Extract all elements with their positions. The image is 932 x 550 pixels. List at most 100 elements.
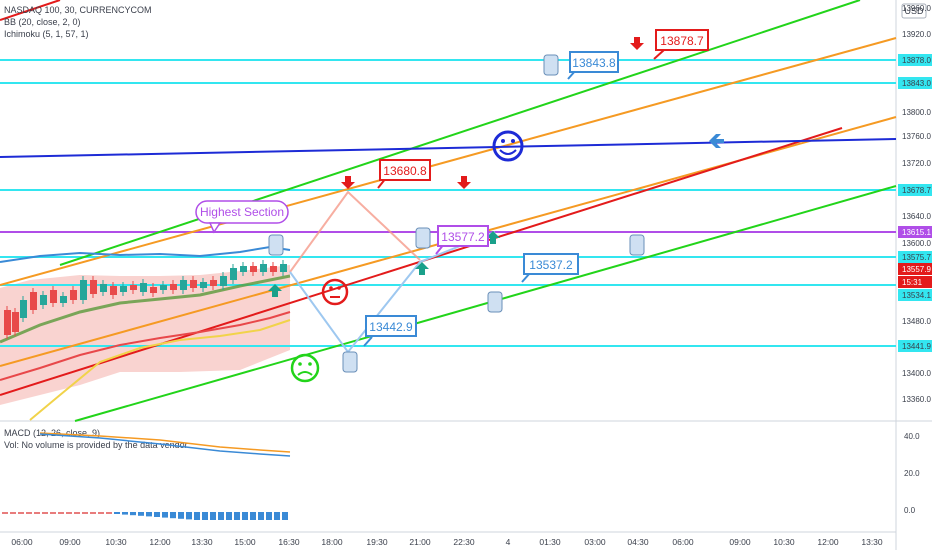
blue-trendline[interactable]: [0, 138, 897, 158]
callout-13843[interactable]: 13843.8: [569, 51, 619, 73]
candle-body: [4, 310, 11, 335]
ma-red: [0, 311, 291, 381]
time-tick-label: 04:30: [627, 537, 649, 547]
callout-13680[interactable]: 13680.8: [379, 159, 431, 181]
highest-section-bubble[interactable]: Highest Section: [195, 200, 289, 234]
bb-legend[interactable]: BB (20, close, 2, 0): [4, 17, 81, 27]
macd-bar: [202, 512, 208, 520]
currency-badge[interactable]: USD: [901, 3, 927, 19]
candle-body: [80, 280, 87, 300]
price-tag: [898, 226, 932, 238]
candle-body: [20, 300, 27, 318]
callout-label: 13680.8: [383, 164, 427, 178]
candle-body: [50, 290, 57, 303]
symbol-title[interactable]: NASDAQ 100, 30, CURRENCYCOM: [4, 5, 152, 15]
time-axis[interactable]: 06:00 09:00 10:30 12:00 13:30 15:00 16:30 18:00…: [11, 537, 883, 547]
price-tag: [898, 289, 932, 301]
callout-13577[interactable]: 13577.2: [437, 225, 489, 247]
sad-face-icon: [290, 353, 320, 383]
macd-bar: [242, 512, 248, 520]
time-tick-label: 19:30: [366, 537, 388, 547]
candle-body: [230, 268, 237, 280]
price-tick-label: 13600.0: [902, 239, 931, 248]
ma-yellow: [29, 319, 291, 421]
macd-bar: [258, 512, 264, 520]
macd-bar: [10, 512, 16, 514]
candle-body: [260, 264, 267, 272]
candle-body: [30, 292, 37, 310]
blue-left-arrow: [709, 134, 724, 148]
price-tick-label: 13920.0: [902, 30, 931, 39]
macd-bar: [98, 512, 104, 514]
macd-tick-label: 20.0: [904, 469, 920, 478]
macd-tick-label: 0.0: [904, 506, 916, 515]
callout-label: 13878.7: [660, 34, 704, 48]
macd-bar: [226, 512, 232, 520]
highest-section-label: Highest Section: [200, 205, 284, 219]
time-tick-label: 09:00: [59, 537, 81, 547]
price-tick-label: 13760.0: [902, 132, 931, 141]
callout-13878[interactable]: 13878.7: [655, 29, 709, 51]
bollinger-basis: [0, 274, 291, 344]
macd-signal-line: [39, 432, 291, 453]
price-tick-label: 13878.0: [902, 56, 931, 65]
price-axis[interactable]: 13960.0 13920.0 13878.0 13843.0 13800.0 13760…: [898, 4, 932, 404]
price-tick-label: 13480.0: [902, 317, 931, 326]
callout-13442[interactable]: 13442.9: [365, 315, 417, 337]
candle-body: [190, 280, 197, 288]
candle-body: [280, 264, 287, 272]
horizontal-levels: [0, 59, 896, 347]
price-tick-label: 13557.9: [902, 265, 931, 274]
price-tag: [898, 276, 932, 288]
macd-bar: [18, 512, 24, 514]
candle-body: [220, 276, 227, 286]
candle-body: [110, 286, 117, 295]
candle-body: [180, 280, 187, 290]
price-tag: [898, 54, 932, 66]
macd-bar: [154, 512, 160, 517]
green-up-arrows: [268, 231, 500, 297]
candle-body: [140, 283, 147, 292]
volume-note: Vol: No volume is provided by the data v…: [4, 440, 190, 450]
callout-13537[interactable]: 13537.2: [523, 253, 579, 275]
macd-bar: [210, 512, 216, 520]
orange-channel-upper[interactable]: [0, 37, 897, 286]
macd-bar: [194, 512, 200, 520]
candle-body: [12, 312, 19, 332]
green-channel-upper[interactable]: [59, 0, 861, 266]
price-tick-label: 13534.1: [902, 291, 931, 300]
candlesticks: [4, 260, 287, 339]
macd-bar: [250, 512, 256, 520]
macd-tick-label: 40.0: [904, 432, 920, 441]
candle-body: [90, 280, 97, 294]
time-tick-label: 12:00: [149, 537, 171, 547]
red-trendline-top[interactable]: [0, 0, 61, 21]
price-tick-label: 13400.0: [902, 369, 931, 378]
price-tag: [898, 251, 932, 263]
macd-bar: [274, 512, 280, 520]
price-tick-label: 13640.0: [902, 212, 931, 221]
currency-label: USD: [904, 6, 924, 16]
green-channel-lower[interactable]: [74, 185, 897, 422]
macd-bar: [90, 512, 96, 514]
price-tick-label: 15:31: [902, 278, 923, 287]
macd-bar: [186, 512, 192, 520]
time-tick-label: 4: [506, 537, 511, 547]
candle-body: [60, 296, 67, 303]
macd-bar: [178, 512, 184, 519]
price-tick-label: 13720.0: [902, 159, 931, 168]
macd-bar: [130, 512, 136, 516]
hand-pointer-icons: [268, 54, 645, 373]
macd-bar: [162, 512, 168, 518]
candle-body: [200, 282, 207, 288]
time-tick-label: 15:00: [234, 537, 256, 547]
time-tick-label: 06:00: [11, 537, 33, 547]
price-tag: [898, 77, 932, 89]
time-tick-label: 22:30: [453, 537, 475, 547]
callout-label: 13442.9: [369, 320, 413, 334]
ichimoku-legend[interactable]: Ichimoku (5, 1, 57, 1): [4, 29, 89, 39]
macd-bar: [146, 512, 152, 517]
candle-body: [120, 286, 127, 292]
price-tick-label: 13360.0: [902, 395, 931, 404]
macd-bar: [138, 512, 144, 516]
